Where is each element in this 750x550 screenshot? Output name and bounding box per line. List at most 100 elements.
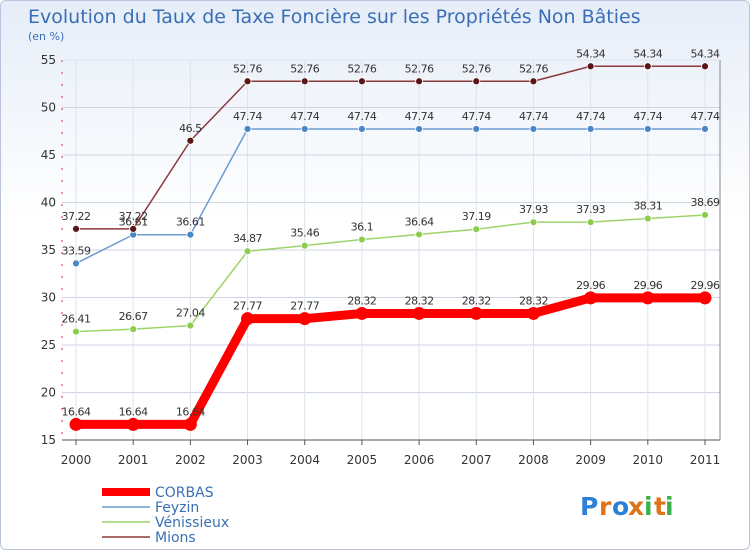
data-point [472,125,481,133]
data-label: 26.67 [119,310,148,323]
data-label: 52.76 [519,62,548,75]
series-line [75,128,705,265]
data-label: 29.96 [576,279,605,292]
data-point [643,62,652,71]
data-point [186,321,195,330]
logo-letter: i [644,492,653,521]
data-label: 47.74 [347,110,376,123]
data-point [69,417,83,431]
y-tick-label: 25 [41,338,56,352]
data-point [643,214,652,223]
y-tick-label: 35 [41,243,56,257]
data-point [701,62,709,71]
x-tick-label: 2007 [461,453,492,467]
data-label: 47.74 [233,110,262,123]
data-point [415,230,423,239]
data-point [186,230,195,239]
data-point [472,225,481,234]
data-point [701,211,709,219]
series-vénissieux: 26.41 26.67 27.04 34.87 35.46 36.1 36.64 37.19 3… [62,196,720,336]
data-point [641,291,655,305]
data-label: 37.19 [462,210,491,223]
logo-letter: P [580,492,598,521]
logo-letter: i [665,492,674,521]
data-point [472,77,481,86]
data-point [698,291,712,305]
data-label: 27.77 [233,300,262,313]
data-point [529,125,538,133]
series-corbas: 16.64 16.64 16.64 27.77 27.77 28.32 28.32 28.32… [62,279,720,431]
data-label: 52.76 [347,62,376,75]
data-label: 47.74 [519,110,548,123]
y-tick-label: 45 [41,148,56,162]
data-label: 47.74 [290,110,319,123]
data-label: 16.64 [62,405,91,418]
series-line [76,65,705,230]
x-tick-label: 2008 [518,453,549,467]
data-point [72,225,80,233]
y-tick-label: 50 [41,101,56,115]
data-label: 28.32 [462,294,491,307]
x-tick-label: 2002 [175,453,206,467]
y-tick-label: 30 [41,291,56,305]
series-line [75,214,706,333]
data-label: 54.34 [691,47,720,60]
data-point [243,77,252,86]
data-label: 16.64 [119,405,148,418]
data-label: 26.41 [62,313,91,326]
data-label: 27.04 [176,307,205,320]
data-label: 16.64 [176,405,205,418]
data-point [586,125,595,133]
data-label: 37.93 [576,203,605,216]
data-point [300,125,309,133]
data-point [241,312,255,326]
data-point [298,312,312,326]
data-label: 38.69 [691,196,720,209]
chart-title: Evolution du Taux de Taxe Foncière sur l… [28,6,641,28]
series-feyzin: 33.59 36.61 36.61 47.74 47.74 47.74 47.74 47.74… [62,110,720,268]
data-point [243,247,252,256]
y-tick-label: 20 [41,386,56,400]
logo-letter: o [612,492,629,521]
x-tick-label: 2003 [232,453,263,467]
data-point [526,306,540,320]
plot-area: 15 20 25 30 35 40 45 50 55 2000 2001 2002 2003 2004 20… [41,47,721,467]
logo-letter: t [654,492,666,521]
data-label: 52.76 [405,62,434,75]
data-label: 46.5 [179,122,202,135]
y-tick-label: 40 [41,196,56,210]
x-tick-label: 2000 [61,453,92,467]
data-point [358,235,366,244]
data-point [469,306,483,320]
unit-label: (en %) [28,30,64,43]
data-label: 28.32 [347,294,376,307]
data-label: 36.61 [119,216,148,229]
x-tick-label: 2004 [289,453,320,467]
data-point [358,77,366,86]
data-point [72,327,80,336]
data-label: 36.1 [351,221,374,234]
x-tick-label: 2005 [347,453,378,467]
x-tick-label: 2009 [575,453,606,467]
logo-letter: r [599,492,612,521]
legend-label-feyzin: Feyzin [155,500,199,516]
data-point [243,125,252,133]
data-point [186,136,195,145]
data-label: 38.31 [633,200,662,213]
data-point [183,417,197,431]
data-label: 35.46 [290,227,319,240]
data-label: 37.22 [62,210,91,223]
data-label: 28.32 [519,294,548,307]
data-point [412,306,426,320]
logo-letter: x [628,492,644,521]
data-point [586,218,595,227]
data-label: 33.59 [62,244,91,257]
data-label: 28.32 [405,294,434,307]
data-point [415,125,423,133]
data-label: 29.96 [633,279,662,292]
data-label: 52.76 [290,62,319,75]
data-label: 52.76 [233,62,262,75]
